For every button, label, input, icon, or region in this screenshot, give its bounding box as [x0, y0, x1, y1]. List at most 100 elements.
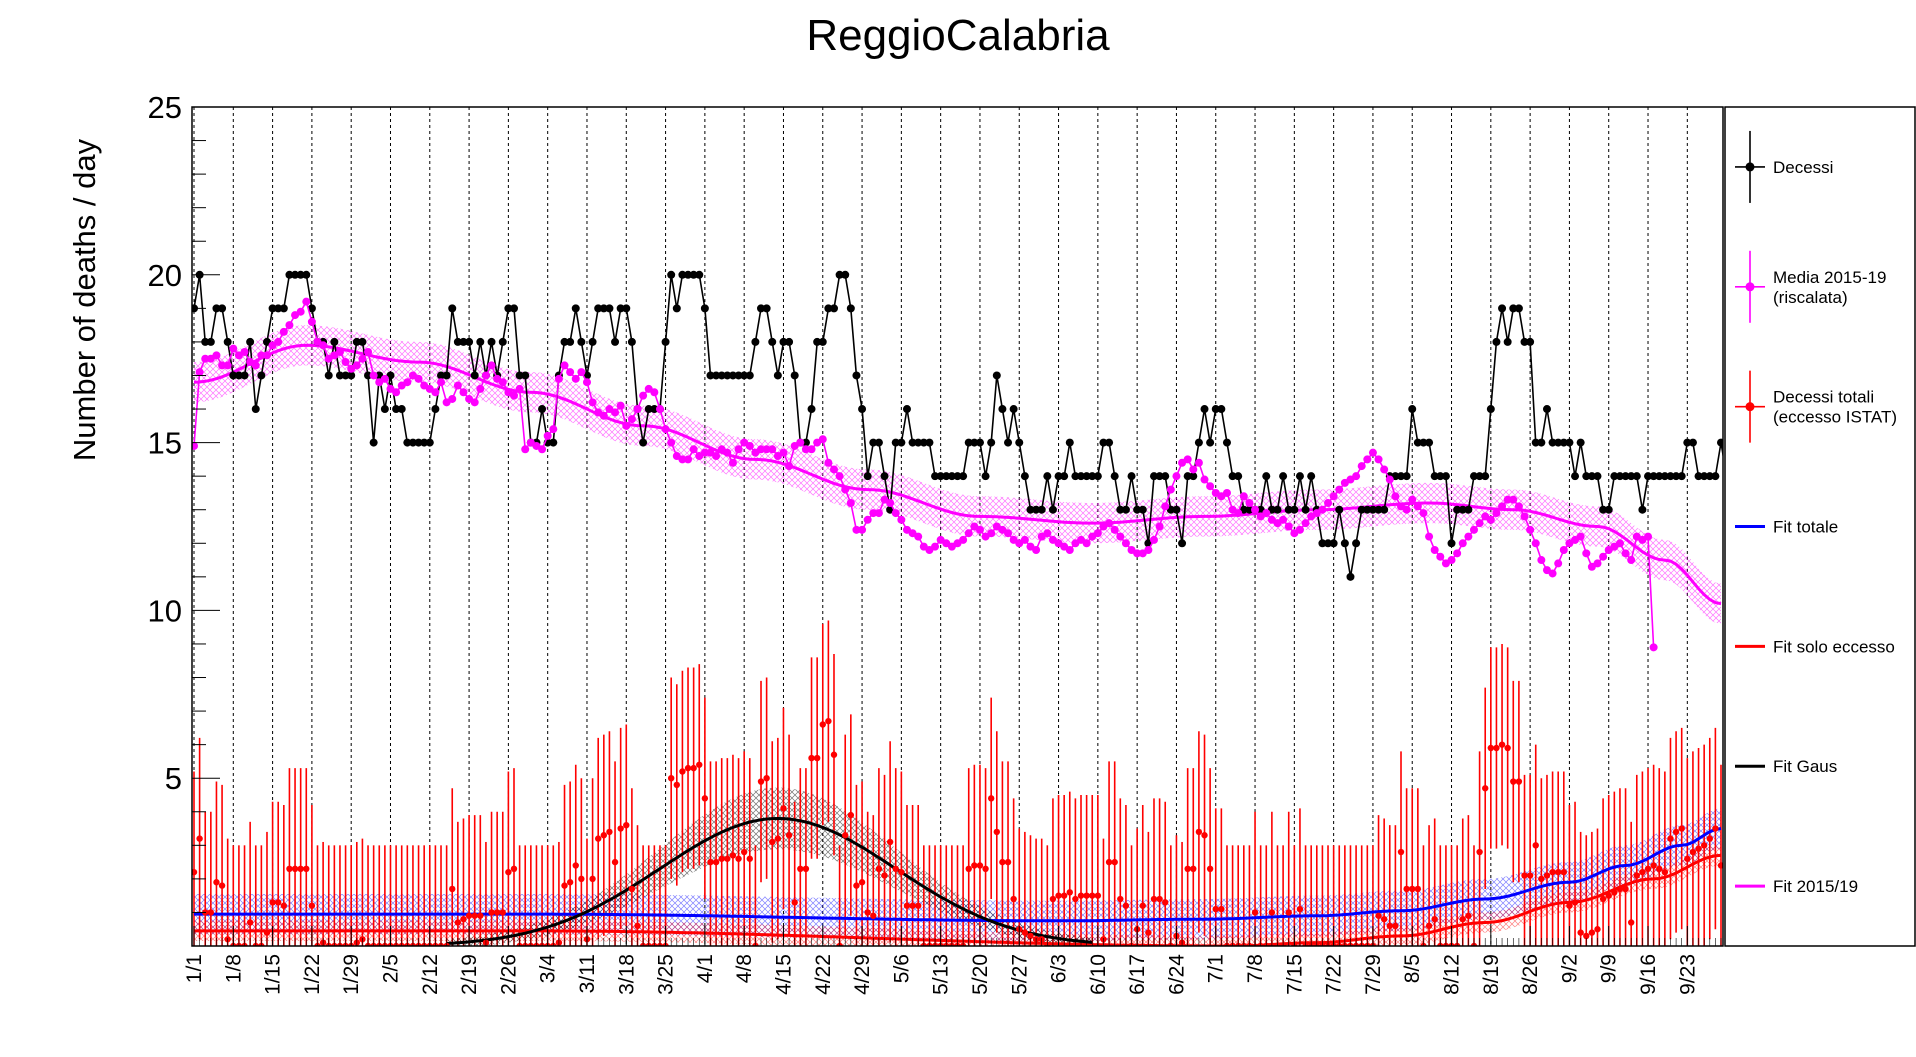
point-media-2015-19-riscalata [1503, 495, 1512, 504]
point-media-2015-19-riscalata [667, 438, 676, 447]
point-decessi-totali-eccesso-istat [1156, 895, 1163, 903]
point-decessi [577, 337, 586, 346]
point-decessi-totali-eccesso-istat [572, 862, 579, 869]
point-decessi-totali-eccesso-istat [976, 862, 984, 869]
point-decessi-totali-eccesso-istat [1583, 932, 1590, 940]
point-decessi-totali-eccesso-istat [566, 879, 574, 886]
point-decessi-totali-eccesso-istat [1139, 902, 1146, 909]
point-decessi [1037, 505, 1046, 514]
point-decessi [515, 371, 524, 380]
point-decessi [1705, 472, 1714, 481]
point-media-2015-19-riscalata [1385, 475, 1394, 484]
point-media-2015-19-riscalata [1166, 485, 1175, 494]
legend-marker-point [1745, 162, 1755, 172]
point-decessi [1222, 438, 1231, 447]
point-decessi-totali-eccesso-istat [1397, 848, 1405, 856]
point-decessi [571, 304, 580, 313]
point-decessi-totali-eccesso-istat [1122, 902, 1130, 909]
point-media-2015-19-riscalata [1206, 482, 1215, 491]
point-media-2015-19-riscalata [1599, 552, 1608, 561]
point-media-2015-19-riscalata [476, 384, 485, 393]
point-decessi-totali-eccesso-istat [864, 909, 871, 916]
point-decessi [1576, 438, 1585, 447]
point-decessi [1284, 505, 1293, 514]
point-decessi-totali-eccesso-istat [275, 899, 282, 906]
point-media-2015-19-riscalata [1615, 539, 1624, 548]
x-tick-label: 4/1 [694, 954, 717, 983]
point-decessi [1542, 405, 1551, 414]
point-decessi [1509, 304, 1518, 313]
point-media-2015-19-riscalata [852, 525, 861, 534]
y-tick-label: 10 [148, 593, 182, 628]
point-decessi [218, 304, 227, 313]
point-media-2015-19-riscalata [785, 462, 794, 471]
point-media-2015-19-riscalata [1554, 559, 1563, 568]
point-decessi-totali-eccesso-istat [308, 902, 316, 909]
point-media-2015-19-riscalata [1531, 539, 1540, 548]
point-decessi-totali-eccesso-istat [192, 868, 198, 876]
point-decessi-totali-eccesso-istat [1700, 842, 1708, 849]
x-tick-label: 8/12 [1441, 954, 1464, 995]
point-decessi [863, 472, 872, 481]
point-decessi [268, 304, 277, 313]
point-media-2015-19-riscalata [274, 337, 283, 346]
point-decessi [1447, 539, 1456, 548]
point-decessi [341, 371, 350, 380]
x-tick-label: 8/19 [1480, 954, 1503, 995]
point-decessi [1649, 472, 1658, 481]
point-decessi [392, 405, 401, 414]
point-decessi-totali-eccesso-istat [1386, 922, 1393, 930]
point-decessi [1363, 505, 1372, 514]
point-media-2015-19-riscalata [1155, 522, 1164, 531]
point-decessi [773, 371, 782, 380]
point-media-2015-19-riscalata [582, 378, 591, 387]
point-media-2015-19-riscalata [1548, 569, 1557, 578]
x-tick-label: 4/15 [772, 954, 795, 995]
point-decessi-totali-eccesso-istat [1117, 895, 1124, 903]
point-decessi [1009, 405, 1018, 414]
legend-label: Decessi [1773, 158, 1833, 177]
point-decessi [425, 438, 434, 447]
point-decessi-totali-eccesso-istat [819, 721, 826, 728]
point-decessi [858, 405, 867, 414]
point-decessi [1015, 438, 1024, 447]
point-decessi [1481, 472, 1490, 481]
point-decessi [1537, 438, 1546, 447]
point-decessi-totali-eccesso-istat [510, 865, 518, 873]
point-decessi [728, 371, 737, 380]
point-decessi [1711, 472, 1720, 481]
point-media-2015-19-riscalata [1301, 519, 1310, 528]
point-media-2015-19-riscalata [1627, 556, 1636, 565]
point-media-2015-19-riscalata [566, 368, 575, 377]
point-decessi-totali-eccesso-istat [1538, 875, 1545, 883]
point-decessi [981, 472, 990, 481]
point-decessi-totali-eccesso-istat [802, 865, 810, 873]
point-decessi [1335, 505, 1344, 514]
x-tick-label: 1/1 [183, 954, 206, 983]
point-media-2015-19-riscalata [1295, 525, 1304, 534]
point-decessi [1402, 472, 1411, 481]
point-decessi-totali-eccesso-istat [813, 754, 821, 762]
point-media-2015-19-riscalata [1133, 549, 1142, 558]
point-decessi [1469, 472, 1478, 481]
x-tick-label: 9/23 [1676, 954, 1699, 995]
point-decessi-totali-eccesso-istat [1049, 895, 1057, 903]
point-decessi [1357, 505, 1366, 514]
point-decessi [1498, 304, 1507, 313]
point-decessi [291, 270, 300, 279]
point-decessi [1060, 472, 1069, 481]
point-decessi [1660, 472, 1669, 481]
point-media-2015-19-riscalata [639, 391, 648, 400]
point-decessi [408, 438, 417, 447]
point-decessi-totali-eccesso-istat [1498, 741, 1506, 748]
point-decessi-totali-eccesso-istat [842, 832, 849, 839]
point-decessi-totali-eccesso-istat [1476, 848, 1483, 856]
point-decessi [1486, 405, 1495, 414]
point-media-2015-19-riscalata [571, 374, 580, 383]
point-media-2015-19-riscalata [549, 425, 558, 434]
point-decessi [762, 304, 771, 313]
point-media-2015-19-riscalata [1194, 458, 1203, 467]
point-media-2015-19-riscalata [369, 371, 378, 380]
legend-item: Fit solo eccesso [1735, 637, 1895, 656]
point-decessi-totali-eccesso-istat [617, 825, 624, 832]
